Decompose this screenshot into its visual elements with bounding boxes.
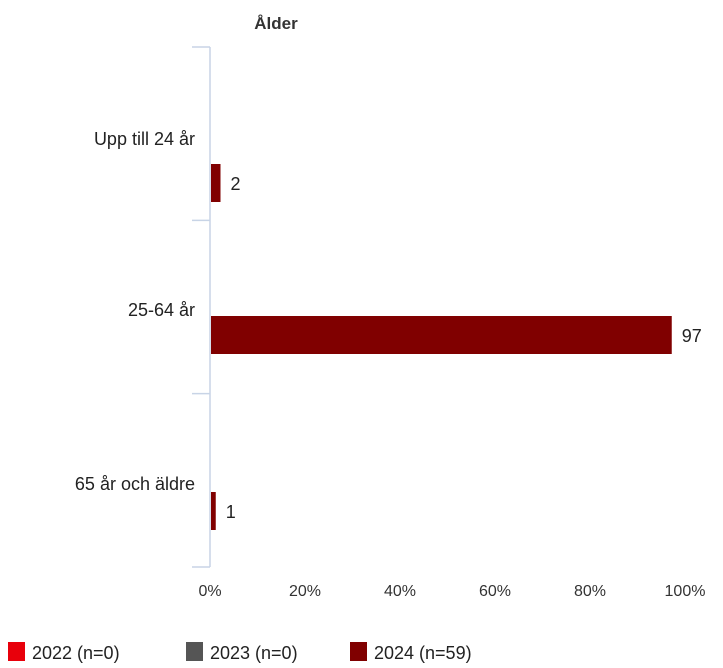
bar: [211, 164, 221, 202]
bars-layer: [211, 164, 672, 530]
x-tick-label: 100%: [665, 583, 706, 600]
data-label: 97: [682, 326, 702, 346]
x-tick-label: 40%: [384, 583, 416, 600]
category-label: 65 år och äldre: [75, 474, 195, 494]
x-tick-label: 80%: [574, 583, 606, 600]
legend: 2022 (n=0) 2023 (n=0) 2024 (n=59): [8, 642, 472, 663]
data-label: 2: [231, 174, 241, 194]
bar: [211, 492, 216, 530]
legend-label: 2022 (n=0): [32, 643, 120, 663]
category-label: Upp till 24 år: [94, 129, 195, 149]
bar: [211, 316, 672, 354]
x-tick-label: 20%: [289, 583, 321, 600]
axis-layer: [192, 46, 211, 568]
legend-label: 2023 (n=0): [210, 643, 298, 663]
legend-swatch: [186, 642, 203, 661]
legend-label: 2024 (n=59): [374, 643, 472, 663]
data-label: 1: [226, 502, 236, 522]
x-tick-label: 60%: [479, 583, 511, 600]
labels-layer: Upp till 24 år 2 25-64 år 97 65 år och äldre…: [75, 129, 706, 600]
category-label: 25-64 år: [128, 300, 195, 320]
legend-swatch: [8, 642, 25, 661]
chart-title: Ålder: [254, 14, 298, 33]
x-tick-label: 0%: [198, 583, 221, 600]
legend-swatch: [350, 642, 367, 661]
